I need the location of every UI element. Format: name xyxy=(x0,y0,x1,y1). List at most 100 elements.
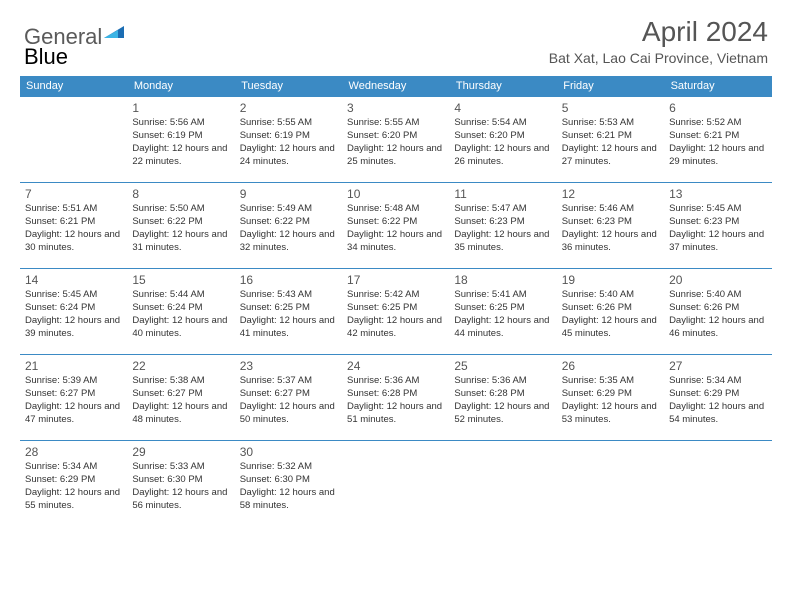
logo-blue-wrap: Blue xyxy=(24,44,68,70)
calendar-day-cell xyxy=(557,441,664,527)
sunrise-line: Sunrise: 5:45 AM xyxy=(669,203,766,216)
day-number: 15 xyxy=(132,272,229,288)
daylight-line: Daylight: 12 hours and 40 minutes. xyxy=(132,315,229,341)
daylight-line: Daylight: 12 hours and 27 minutes. xyxy=(562,143,659,169)
calendar-day-cell xyxy=(449,441,556,527)
sunset-line: Sunset: 6:23 PM xyxy=(454,216,551,229)
daylight-line: Daylight: 12 hours and 31 minutes. xyxy=(132,229,229,255)
day-number: 27 xyxy=(669,358,766,374)
sunset-line: Sunset: 6:22 PM xyxy=(132,216,229,229)
month-title: April 2024 xyxy=(549,16,768,48)
day-number: 10 xyxy=(347,186,444,202)
calendar-day-cell: 8Sunrise: 5:50 AMSunset: 6:22 PMDaylight… xyxy=(127,183,234,269)
daylight-line: Daylight: 12 hours and 42 minutes. xyxy=(347,315,444,341)
sunrise-line: Sunrise: 5:32 AM xyxy=(240,461,337,474)
day-number: 11 xyxy=(454,186,551,202)
calendar-week-row: 14Sunrise: 5:45 AMSunset: 6:24 PM Dayligh… xyxy=(20,269,772,355)
calendar-day-cell: 2Sunrise: 5:55 AMSunset: 6:19 PMDaylight… xyxy=(235,97,342,183)
sunset-line: Sunset: 6:29 PM xyxy=(562,388,659,401)
daylight-line: Daylight: 12 hours and 26 minutes. xyxy=(454,143,551,169)
day-number: 30 xyxy=(240,444,337,460)
calendar-day-cell: 13Sunrise: 5:45 AMSunset: 6:23 PMDayligh… xyxy=(664,183,771,269)
weekday-header: Friday xyxy=(557,76,664,97)
calendar-day-cell: 3Sunrise: 5:55 AMSunset: 6:20 PMDaylight… xyxy=(342,97,449,183)
calendar-day-cell: 16Sunrise: 5:43 AMSunset: 6:25 PMDayligh… xyxy=(235,269,342,355)
sunset-line: Sunset: 6:23 PM xyxy=(669,216,766,229)
day-number: 18 xyxy=(454,272,551,288)
weekday-header-row: Sunday Monday Tuesday Wednesday Thursday… xyxy=(20,76,772,97)
daylight-line: Daylight: 12 hours and 30 minutes. xyxy=(25,229,122,255)
day-number: 1 xyxy=(132,100,229,116)
sunrise-line: Sunrise: 5:42 AM xyxy=(347,289,444,302)
day-number: 21 xyxy=(25,358,122,374)
calendar-day-cell xyxy=(20,97,127,183)
calendar-day-cell: 24Sunrise: 5:36 AMSunset: 6:28 PMDayligh… xyxy=(342,355,449,441)
calendar-day-cell: 27Sunrise: 5:34 AMSunset: 6:29 PMDayligh… xyxy=(664,355,771,441)
sunrise-line: Sunrise: 5:45 AM xyxy=(25,289,122,302)
sunrise-line: Sunrise: 5:34 AM xyxy=(25,461,122,474)
sunset-line: Sunset: 6:28 PM xyxy=(347,388,444,401)
day-number: 17 xyxy=(347,272,444,288)
calendar-day-cell: 21Sunrise: 5:39 AMSunset: 6:27 PMDayligh… xyxy=(20,355,127,441)
sunset-line: Sunset: 6:20 PM xyxy=(347,130,444,143)
weekday-header: Sunday xyxy=(20,76,127,97)
day-number: 19 xyxy=(562,272,659,288)
sunset-line: Sunset: 6:28 PM xyxy=(454,388,551,401)
daylight-line: Daylight: 12 hours and 47 minutes. xyxy=(25,401,122,427)
sunrise-line: Sunrise: 5:38 AM xyxy=(132,375,229,388)
calendar-day-cell: 29Sunrise: 5:33 AMSunset: 6:30 PMDayligh… xyxy=(127,441,234,527)
day-number: 16 xyxy=(240,272,337,288)
sunrise-line: Sunrise: 5:54 AM xyxy=(454,117,551,130)
day-number: 5 xyxy=(562,100,659,116)
daylight-line: Daylight: 12 hours and 50 minutes. xyxy=(240,401,337,427)
day-number: 12 xyxy=(562,186,659,202)
daylight-line: Daylight: 12 hours and 56 minutes. xyxy=(132,487,229,513)
sunrise-line: Sunrise: 5:36 AM xyxy=(454,375,551,388)
logo-text-blue: Blue xyxy=(24,44,68,69)
sunset-line: Sunset: 6:24 PM xyxy=(25,302,122,315)
sunset-line: Sunset: 6:19 PM xyxy=(132,130,229,143)
day-number: 6 xyxy=(669,100,766,116)
calendar-day-cell: 20Sunrise: 5:40 AMSunset: 6:26 PMDayligh… xyxy=(664,269,771,355)
title-block: April 2024 Bat Xat, Lao Cai Province, Vi… xyxy=(549,16,768,66)
calendar-day-cell: 25Sunrise: 5:36 AMSunset: 6:28 PMDayligh… xyxy=(449,355,556,441)
sunrise-line: Sunrise: 5:46 AM xyxy=(562,203,659,216)
calendar-day-cell: 4Sunrise: 5:54 AMSunset: 6:20 PMDaylight… xyxy=(449,97,556,183)
sunset-line: Sunset: 6:21 PM xyxy=(669,130,766,143)
sunset-line: Sunset: 6:27 PM xyxy=(240,388,337,401)
sunrise-line: Sunrise: 5:44 AM xyxy=(132,289,229,302)
weekday-header: Wednesday xyxy=(342,76,449,97)
calendar-day-cell: 6Sunrise: 5:52 AMSunset: 6:21 PMDaylight… xyxy=(664,97,771,183)
day-number: 2 xyxy=(240,100,337,116)
sunrise-line: Sunrise: 5:47 AM xyxy=(454,203,551,216)
calendar-day-cell: 23Sunrise: 5:37 AMSunset: 6:27 PMDayligh… xyxy=(235,355,342,441)
day-number: 14 xyxy=(25,272,122,288)
sunset-line: Sunset: 6:20 PM xyxy=(454,130,551,143)
calendar-day-cell: 18Sunrise: 5:41 AMSunset: 6:25 PMDayligh… xyxy=(449,269,556,355)
sunrise-line: Sunrise: 5:50 AM xyxy=(132,203,229,216)
weekday-header: Saturday xyxy=(664,76,771,97)
calendar-day-cell: 22Sunrise: 5:38 AMSunset: 6:27 PMDayligh… xyxy=(127,355,234,441)
daylight-line: Daylight: 12 hours and 35 minutes. xyxy=(454,229,551,255)
page-header: General April 2024 Bat Xat, Lao Cai Prov… xyxy=(0,0,792,70)
sunset-line: Sunset: 6:26 PM xyxy=(669,302,766,315)
calendar-day-cell: 19Sunrise: 5:40 AMSunset: 6:26 PMDayligh… xyxy=(557,269,664,355)
daylight-line: Daylight: 12 hours and 34 minutes. xyxy=(347,229,444,255)
day-number: 3 xyxy=(347,100,444,116)
sunset-line: Sunset: 6:27 PM xyxy=(25,388,122,401)
calendar-week-row: 28Sunrise: 5:34 AMSunset: 6:29 PMDayligh… xyxy=(20,441,772,527)
day-number: 22 xyxy=(132,358,229,374)
day-number: 20 xyxy=(669,272,766,288)
calendar-day-cell xyxy=(342,441,449,527)
location-text: Bat Xat, Lao Cai Province, Vietnam xyxy=(549,50,768,66)
day-number: 25 xyxy=(454,358,551,374)
calendar-day-cell: 1Sunrise: 5:56 AMSunset: 6:19 PMDaylight… xyxy=(127,97,234,183)
sunset-line: Sunset: 6:23 PM xyxy=(562,216,659,229)
daylight-line: Daylight: 12 hours and 22 minutes. xyxy=(132,143,229,169)
sunrise-line: Sunrise: 5:40 AM xyxy=(669,289,766,302)
calendar-day-cell: 10Sunrise: 5:48 AMSunset: 6:22 PMDayligh… xyxy=(342,183,449,269)
daylight-line: Daylight: 12 hours and 46 minutes. xyxy=(669,315,766,341)
calendar-day-cell: 9Sunrise: 5:49 AMSunset: 6:22 PMDaylight… xyxy=(235,183,342,269)
calendar-day-cell: 17Sunrise: 5:42 AMSunset: 6:25 PMDayligh… xyxy=(342,269,449,355)
day-number: 26 xyxy=(562,358,659,374)
